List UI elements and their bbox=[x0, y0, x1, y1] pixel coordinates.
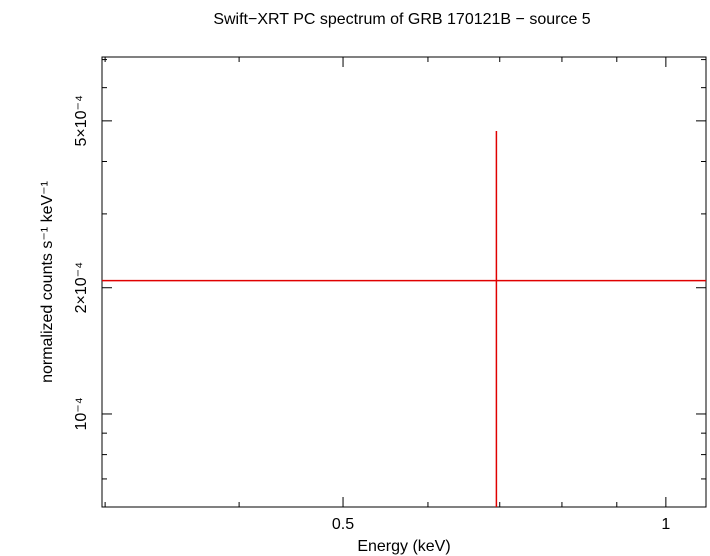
x-axis-label: Energy (keV) bbox=[357, 538, 450, 555]
y-tick-label: 2×10⁻⁴ bbox=[73, 262, 90, 313]
chart-title: Swift−XRT PC spectrum of GRB 170121B − s… bbox=[213, 11, 590, 28]
y-tick-label: 10⁻⁴ bbox=[73, 397, 90, 430]
plot-area bbox=[102, 130, 706, 507]
y-axis-label: normalized counts s⁻¹ keV⁻¹ bbox=[39, 181, 56, 383]
plot-frame bbox=[101, 56, 707, 508]
x-tick-label: 1 bbox=[661, 516, 670, 533]
x-tick-label: 0.5 bbox=[332, 516, 354, 533]
y-tick-label: 5×10⁻⁴ bbox=[73, 95, 90, 146]
